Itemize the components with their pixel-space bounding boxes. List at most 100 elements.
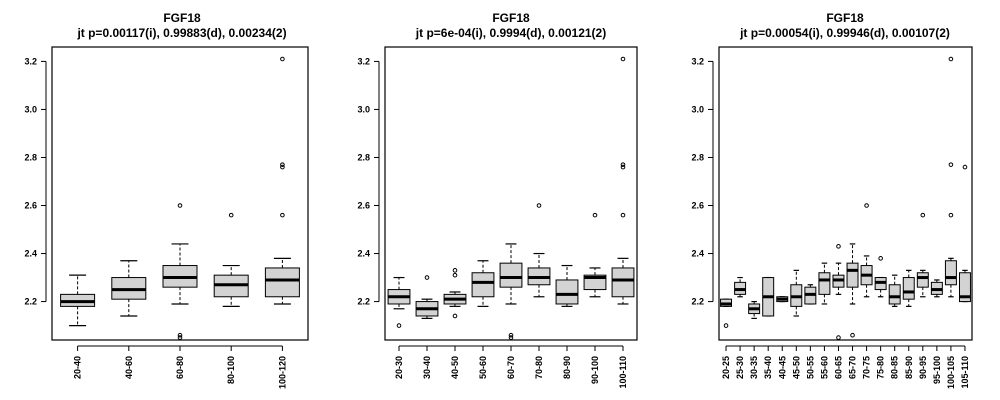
box-40-50 <box>443 268 467 319</box>
y-tick-label: 3.2 <box>691 56 704 66</box>
box-100-105 <box>944 56 957 298</box>
x-tick-label: 30-40 <box>422 356 432 379</box>
box-20-30 <box>387 276 411 328</box>
x-tick-label: 70-80 <box>534 356 544 379</box>
y-tick-label: 3.0 <box>24 104 37 114</box>
x-tick-label: 40-60 <box>124 356 134 379</box>
outlier-point <box>878 256 883 261</box>
outlier-point <box>864 203 869 208</box>
box-45-50 <box>790 269 803 317</box>
x-tick-label: 85-90 <box>904 356 914 379</box>
chart-title: FGF18 <box>163 11 201 25</box>
outlier-point <box>850 332 855 338</box>
box-iqr <box>902 277 915 300</box>
box-50-55 <box>804 284 817 305</box>
chart-title: FGF18 <box>492 11 530 25</box>
outlier-point <box>177 335 183 340</box>
outlier-point <box>280 56 285 62</box>
box-iqr <box>555 279 579 305</box>
box-55-60 <box>818 262 831 305</box>
box-iqr <box>264 267 300 298</box>
outlier-point <box>836 244 841 249</box>
outlier-point <box>948 212 954 218</box>
plot-frame <box>718 46 973 341</box>
box-100-120 <box>264 56 300 305</box>
outlier-point <box>948 162 954 167</box>
x-tick-label: 75-80 <box>876 356 886 379</box>
box-iqr <box>471 272 495 298</box>
x-tick-label: 40-50 <box>450 356 460 379</box>
box-60-80 <box>162 203 198 340</box>
chart-panel-3: FGF18 jt p=0.00054(i), 0.99946(d), 0.001… <box>691 11 973 389</box>
x-tick-label: 50-60 <box>478 356 488 379</box>
outlier-point <box>948 56 954 62</box>
y-tick-label: 3.2 <box>24 56 37 66</box>
outlier-point <box>396 323 402 328</box>
box-95-100 <box>930 279 943 298</box>
box-75-80 <box>874 256 887 298</box>
outlier-point <box>280 162 285 167</box>
x-tick-label: 25-30 <box>735 356 745 379</box>
box-20-25 <box>720 298 733 328</box>
box-iqr <box>611 267 635 298</box>
x-tick-label: 40-45 <box>777 356 787 379</box>
x-tick-label: 50-55 <box>805 356 815 379</box>
y-tick-label: 2.6 <box>691 201 704 211</box>
x-tick-label: 65-70 <box>848 356 858 379</box>
x-tick-label: 100-105 <box>946 356 956 389</box>
outlier-point <box>508 332 514 338</box>
box-40-60 <box>111 260 147 317</box>
box-100-110 <box>611 56 635 305</box>
x-tick-label: 80-100 <box>226 356 236 384</box>
box-iqr <box>916 272 929 288</box>
x-tick-label: 95-100 <box>932 356 942 384</box>
outlier-point <box>177 332 183 338</box>
box-iqr <box>818 272 831 295</box>
outlier-point <box>962 164 968 170</box>
box-iqr <box>958 272 971 303</box>
y-tick-label: 2.8 <box>24 152 37 162</box>
x-tick-label: 100-110 <box>618 356 628 389</box>
x-tick-label: 60-65 <box>833 356 843 379</box>
box-30-35 <box>748 300 761 319</box>
y-tick-label: 2.8 <box>691 152 704 162</box>
outlier-point <box>452 313 458 319</box>
outlier-point <box>920 212 926 218</box>
y-tick-label: 2.2 <box>357 297 370 307</box>
y-tick-label: 2.2 <box>691 297 704 307</box>
x-tick-label: 90-100 <box>590 356 600 384</box>
outlier-point <box>280 212 285 218</box>
outlier-point <box>452 268 458 273</box>
box-90-95 <box>916 212 929 298</box>
x-tick-label: 45-50 <box>791 356 801 379</box>
box-iqr <box>888 284 901 305</box>
x-tick-label: 70-75 <box>862 356 872 379</box>
y-tick-label: 2.4 <box>357 249 370 259</box>
chart-panel-2: FGF18 jt p=6e-04(i), 0.9994(d), 0.00121(… <box>357 11 638 389</box>
box-80-90 <box>555 264 579 307</box>
box-30-40 <box>415 275 439 319</box>
outlier-point <box>424 275 430 280</box>
outlier-point <box>620 164 626 170</box>
outlier-point <box>536 203 542 208</box>
outlier-point <box>620 162 626 167</box>
box-35-40 <box>762 276 775 317</box>
box-40-45 <box>776 296 789 303</box>
outlier-point <box>592 212 598 218</box>
box-80-85 <box>888 274 901 307</box>
box-70-75 <box>860 203 873 298</box>
outlier-point <box>177 203 183 208</box>
box-80-100 <box>213 212 249 307</box>
outlier-point <box>620 212 626 218</box>
chart-panel-1: FGF18 jt p=0.00117(i), 0.99883(d), 0.002… <box>24 11 309 389</box>
box-iqr <box>944 260 957 286</box>
chart-subtitle: jt p=0.00054(i), 0.99946(d), 0.00107(2) <box>739 26 950 40</box>
box-20-40 <box>60 274 96 327</box>
y-tick-label: 2.2 <box>24 297 37 307</box>
box-90-100 <box>583 212 607 298</box>
box-iqr <box>499 262 523 288</box>
outlier-point <box>280 164 285 170</box>
x-tick-label: 20-30 <box>394 356 404 379</box>
y-tick-label: 2.4 <box>691 249 704 259</box>
x-tick-label: 100-120 <box>277 356 287 389</box>
